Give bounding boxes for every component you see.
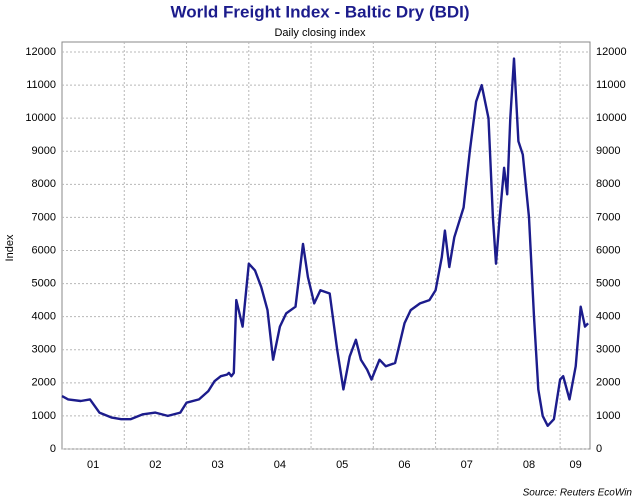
y2-tick-label: 11000	[596, 79, 626, 91]
plot-area	[61, 41, 591, 450]
x-tick-label: 02	[149, 459, 161, 471]
y-tick-label: 11000	[26, 79, 56, 91]
y-tick-label: 5000	[32, 277, 56, 289]
y2-tick-label: 12000	[596, 46, 627, 58]
y2-tick-label: 6000	[596, 244, 620, 256]
y2-tick-label: 1000	[596, 410, 620, 422]
y-tick-label: 6000	[32, 244, 56, 256]
y2-tick-label: 7000	[596, 211, 620, 223]
x-tick-label: 04	[274, 459, 286, 471]
y-tick-label: 7000	[32, 211, 56, 223]
y-tick-label: 12000	[25, 46, 56, 58]
y2-tick-label: 10000	[596, 112, 627, 124]
chart-title: World Freight Index - Baltic Dry (BDI)	[170, 2, 469, 21]
y-tick-label: 9000	[32, 145, 56, 157]
y-axis-label: Index	[4, 234, 16, 261]
y2-tick-label: 8000	[596, 178, 620, 190]
y2-tick-label: 2000	[596, 377, 620, 389]
y-tick-label: 4000	[32, 311, 56, 323]
y2-tick-label: 4000	[596, 311, 620, 323]
x-tick-label: 05	[336, 459, 348, 471]
y2-tick-label: 0	[596, 443, 602, 455]
y2-tick-label: 3000	[596, 344, 620, 356]
chart-subtitle: Daily closing index	[274, 27, 366, 39]
y-tick-label: 2000	[32, 377, 56, 389]
x-tick-label: 08	[523, 459, 535, 471]
y2-tick-label: 5000	[596, 277, 620, 289]
y-tick-label: 3000	[32, 344, 56, 356]
x-tick-label: 01	[87, 459, 99, 471]
x-tick-label: 03	[212, 459, 224, 471]
x-tick-label: 06	[398, 459, 410, 471]
y-tick-label: 10000	[25, 112, 56, 124]
y-tick-label: 1000	[32, 410, 56, 422]
x-tick-label: 07	[461, 459, 473, 471]
y-tick-label: 0	[50, 443, 56, 455]
source-note: Source: Reuters EcoWin	[523, 488, 633, 499]
y-tick-label: 8000	[32, 178, 56, 190]
y2-tick-label: 9000	[596, 145, 620, 157]
index-line	[61, 57, 589, 427]
x-tick-label: 09	[570, 459, 582, 471]
